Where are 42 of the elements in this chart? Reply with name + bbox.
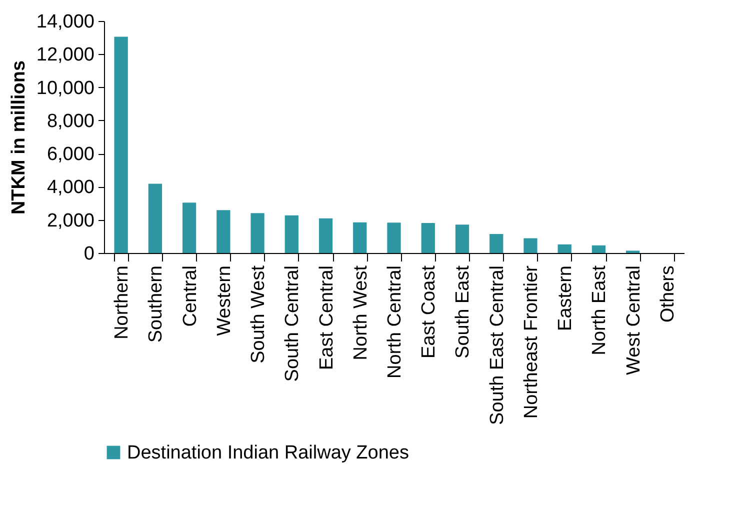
x-tick-label: East Coast [418, 264, 440, 358]
bar [490, 234, 504, 253]
x-tick-label: North West [350, 264, 372, 360]
bar [318, 218, 333, 253]
bar [558, 244, 572, 253]
bar [353, 222, 367, 253]
x-tick-label: South East Central [486, 266, 508, 425]
bar [216, 210, 230, 253]
y-tick-label: 8,000 [46, 110, 94, 132]
bar [148, 184, 162, 253]
bar [114, 36, 128, 253]
legend-label: Destination Indian Railway Zones [127, 442, 409, 464]
x-tick-label: East Central [316, 266, 338, 370]
x-tick-label: Others [657, 266, 678, 323]
bar [421, 223, 435, 253]
y-tick-label: 6,000 [46, 144, 94, 166]
bar [455, 224, 470, 253]
y-tick-label: 0 [84, 244, 94, 264]
bar [592, 245, 606, 253]
x-tick-label: North Central [384, 266, 406, 378]
x-tick-label: West Central [623, 266, 644, 375]
x-tick-label: South West [248, 264, 270, 364]
x-tick-label: Eastern [555, 266, 576, 331]
y-tick-label: 12,000 [36, 44, 94, 66]
y-axis-title: NTKM in millions [8, 60, 30, 215]
x-tick-label: Central [180, 266, 201, 327]
bar [250, 213, 264, 253]
y-tick-label: 14,000 [36, 12, 94, 32]
x-tick-label: Northeast Frontier [520, 264, 542, 419]
y-tick-label: 10,000 [36, 78, 94, 99]
x-tick-label: South Central [282, 266, 304, 382]
x-tick-label: Southern [146, 266, 167, 343]
bar [284, 215, 298, 253]
y-tick-label: 4,000 [46, 177, 94, 198]
y-tick-label: 2,000 [46, 210, 94, 232]
x-tick-label: Western [214, 266, 235, 336]
bar [524, 238, 538, 253]
x-tick-label: South East [452, 264, 474, 358]
x-tick-label: Northern [112, 266, 133, 340]
bar [387, 222, 401, 253]
x-tick-label: North East [589, 264, 610, 356]
bar [182, 202, 196, 253]
